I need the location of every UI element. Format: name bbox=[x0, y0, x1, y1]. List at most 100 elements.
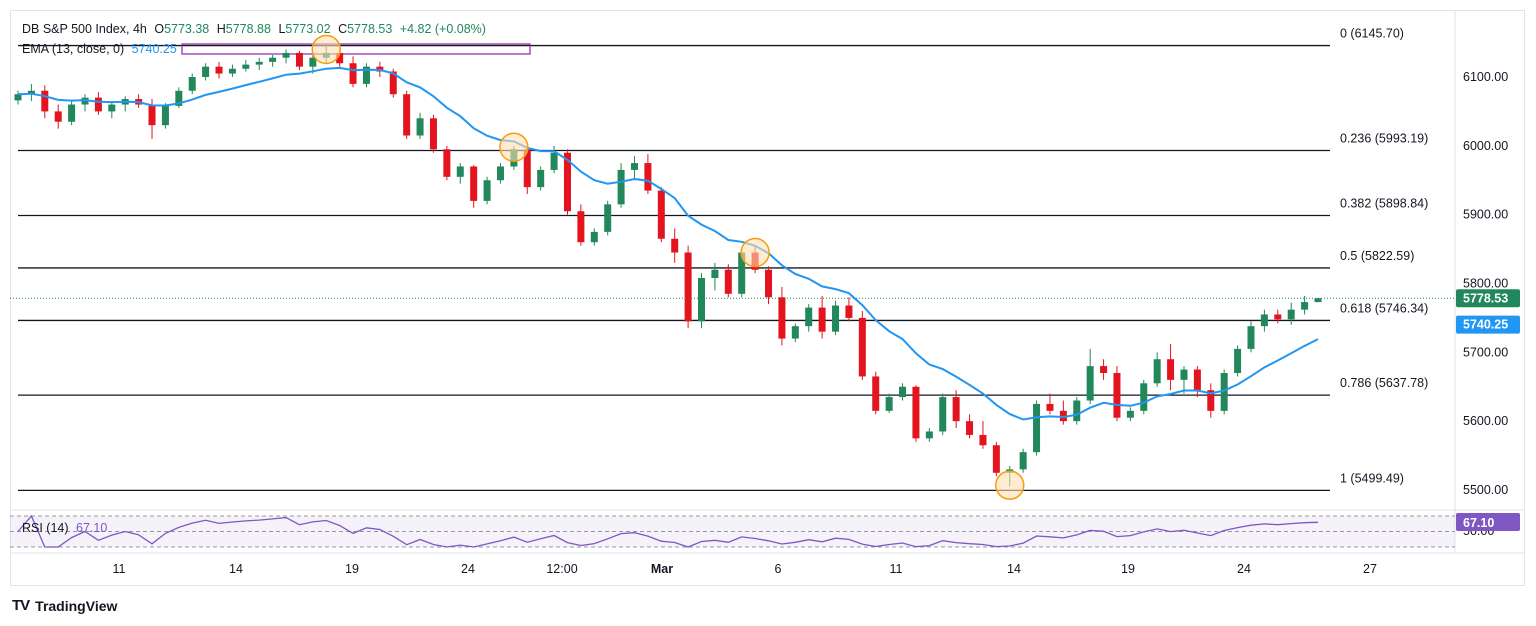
ema-line bbox=[17, 66, 1319, 421]
candle-body bbox=[952, 397, 960, 422]
candle-body bbox=[845, 305, 853, 318]
pivot-circle bbox=[740, 237, 770, 268]
y-tick-label: 5500.00 bbox=[1463, 483, 1508, 497]
candle-body bbox=[617, 169, 625, 205]
y-tick-label: 5800.00 bbox=[1463, 277, 1508, 291]
candle-body bbox=[1314, 298, 1322, 303]
candle-body bbox=[188, 77, 196, 91]
candle-body bbox=[925, 431, 933, 439]
x-tick-label: 27 bbox=[1363, 562, 1377, 576]
candle-body bbox=[1301, 302, 1309, 310]
open-number: 5773.38 bbox=[164, 22, 210, 36]
last-price-badge-bg bbox=[1456, 289, 1520, 308]
close-value: C5778.53 bbox=[338, 22, 392, 36]
tradingview-logo-icon: TV bbox=[12, 597, 30, 614]
symbol-label: DB S&P 500 Index, 4h bbox=[22, 22, 147, 36]
close-label: C bbox=[338, 22, 348, 36]
candle-body bbox=[1260, 314, 1268, 327]
candle-body bbox=[1207, 390, 1215, 411]
y-tick-label: 5900.00 bbox=[1463, 208, 1508, 222]
ema-legend[interactable]: EMA (13, close, 0) 5740.25 bbox=[22, 42, 181, 56]
candle-body bbox=[550, 152, 558, 170]
high-label: H bbox=[216, 22, 226, 36]
candle-body bbox=[872, 376, 880, 411]
candle-body bbox=[483, 180, 491, 201]
tradingview-name: TradingView bbox=[35, 597, 118, 614]
x-tick-label: 14 bbox=[1007, 562, 1021, 576]
candle-body bbox=[108, 104, 116, 112]
x-tick-label: Mar bbox=[651, 562, 673, 576]
rsi-badge: 67.10 bbox=[1463, 516, 1494, 530]
rsi-legend[interactable]: RSI (14) 67.10 bbox=[22, 521, 111, 535]
low-number: 5773.02 bbox=[285, 22, 331, 36]
candle-body bbox=[403, 94, 411, 136]
close-number: 5778.53 bbox=[347, 22, 393, 36]
fib-label-0.786: 0.786 (5637.78) bbox=[1340, 376, 1428, 390]
candle-body bbox=[805, 307, 813, 327]
candle-body bbox=[443, 149, 451, 177]
candle-body bbox=[1220, 372, 1228, 411]
candle-body bbox=[604, 204, 612, 232]
fib-label-0: 0 (6145.70) bbox=[1340, 27, 1404, 41]
x-tick-label: 19 bbox=[1121, 562, 1135, 576]
ema-value: 5740.25 bbox=[131, 42, 177, 56]
y-tick-label: 5700.00 bbox=[1463, 345, 1508, 359]
candle-body bbox=[496, 166, 504, 181]
ema-badge-bg bbox=[1456, 315, 1520, 334]
candle-body bbox=[242, 64, 250, 69]
y-tick-label: 6000.00 bbox=[1463, 139, 1508, 153]
candle-body bbox=[1100, 366, 1108, 373]
candle-body bbox=[657, 190, 665, 239]
candle-body bbox=[1274, 314, 1282, 320]
candle-body bbox=[765, 269, 773, 298]
candle-body bbox=[1113, 372, 1121, 418]
candle-body bbox=[537, 169, 545, 188]
candle-body bbox=[161, 105, 169, 126]
candle-body bbox=[1126, 410, 1134, 418]
tradingview-brand[interactable]: TV TradingView bbox=[12, 597, 117, 614]
candle-body bbox=[1140, 383, 1148, 411]
ema-label: EMA (13, close, 0) bbox=[22, 42, 125, 56]
candle-body bbox=[68, 104, 76, 122]
candle-body bbox=[309, 57, 317, 67]
candle-body bbox=[1019, 452, 1027, 470]
candle-body bbox=[979, 434, 987, 446]
candle-body bbox=[389, 71, 397, 95]
candle-body bbox=[899, 386, 907, 398]
candle-body bbox=[14, 94, 22, 101]
pivot-circle bbox=[995, 470, 1025, 500]
candle-body bbox=[992, 445, 1000, 473]
candle-body bbox=[577, 211, 585, 243]
candle-body bbox=[269, 57, 277, 62]
candle-body bbox=[832, 305, 840, 332]
candle-body bbox=[215, 66, 223, 74]
candle-body bbox=[416, 118, 424, 136]
candle-body bbox=[1033, 403, 1041, 453]
candle-body bbox=[644, 163, 652, 191]
candle-body bbox=[711, 269, 719, 278]
candle-body bbox=[255, 61, 263, 65]
y-tick-label: 5600.00 bbox=[1463, 414, 1508, 428]
candle-body bbox=[1247, 326, 1255, 349]
open-value: O5773.38 bbox=[154, 22, 209, 36]
candle-body bbox=[349, 63, 357, 84]
candle-body bbox=[1287, 309, 1295, 320]
rsi-value: 67.10 bbox=[76, 521, 108, 535]
low-label: L bbox=[278, 22, 286, 36]
candle-body bbox=[684, 252, 692, 322]
candle-body bbox=[630, 163, 638, 170]
candle-body bbox=[470, 166, 478, 201]
x-tick-label: 11 bbox=[113, 562, 126, 576]
x-tick-label: 6 bbox=[775, 562, 782, 576]
candle-body bbox=[41, 90, 49, 112]
pivot-circle bbox=[311, 34, 341, 65]
candle-body bbox=[778, 297, 786, 339]
candle-body bbox=[1086, 366, 1094, 401]
candle-body bbox=[912, 386, 920, 439]
candle-body bbox=[818, 307, 826, 332]
x-tick-label: 11 bbox=[890, 562, 903, 576]
open-label: O bbox=[154, 22, 165, 36]
low-value: L5773.02 bbox=[278, 22, 330, 36]
candle-body bbox=[1153, 359, 1161, 384]
